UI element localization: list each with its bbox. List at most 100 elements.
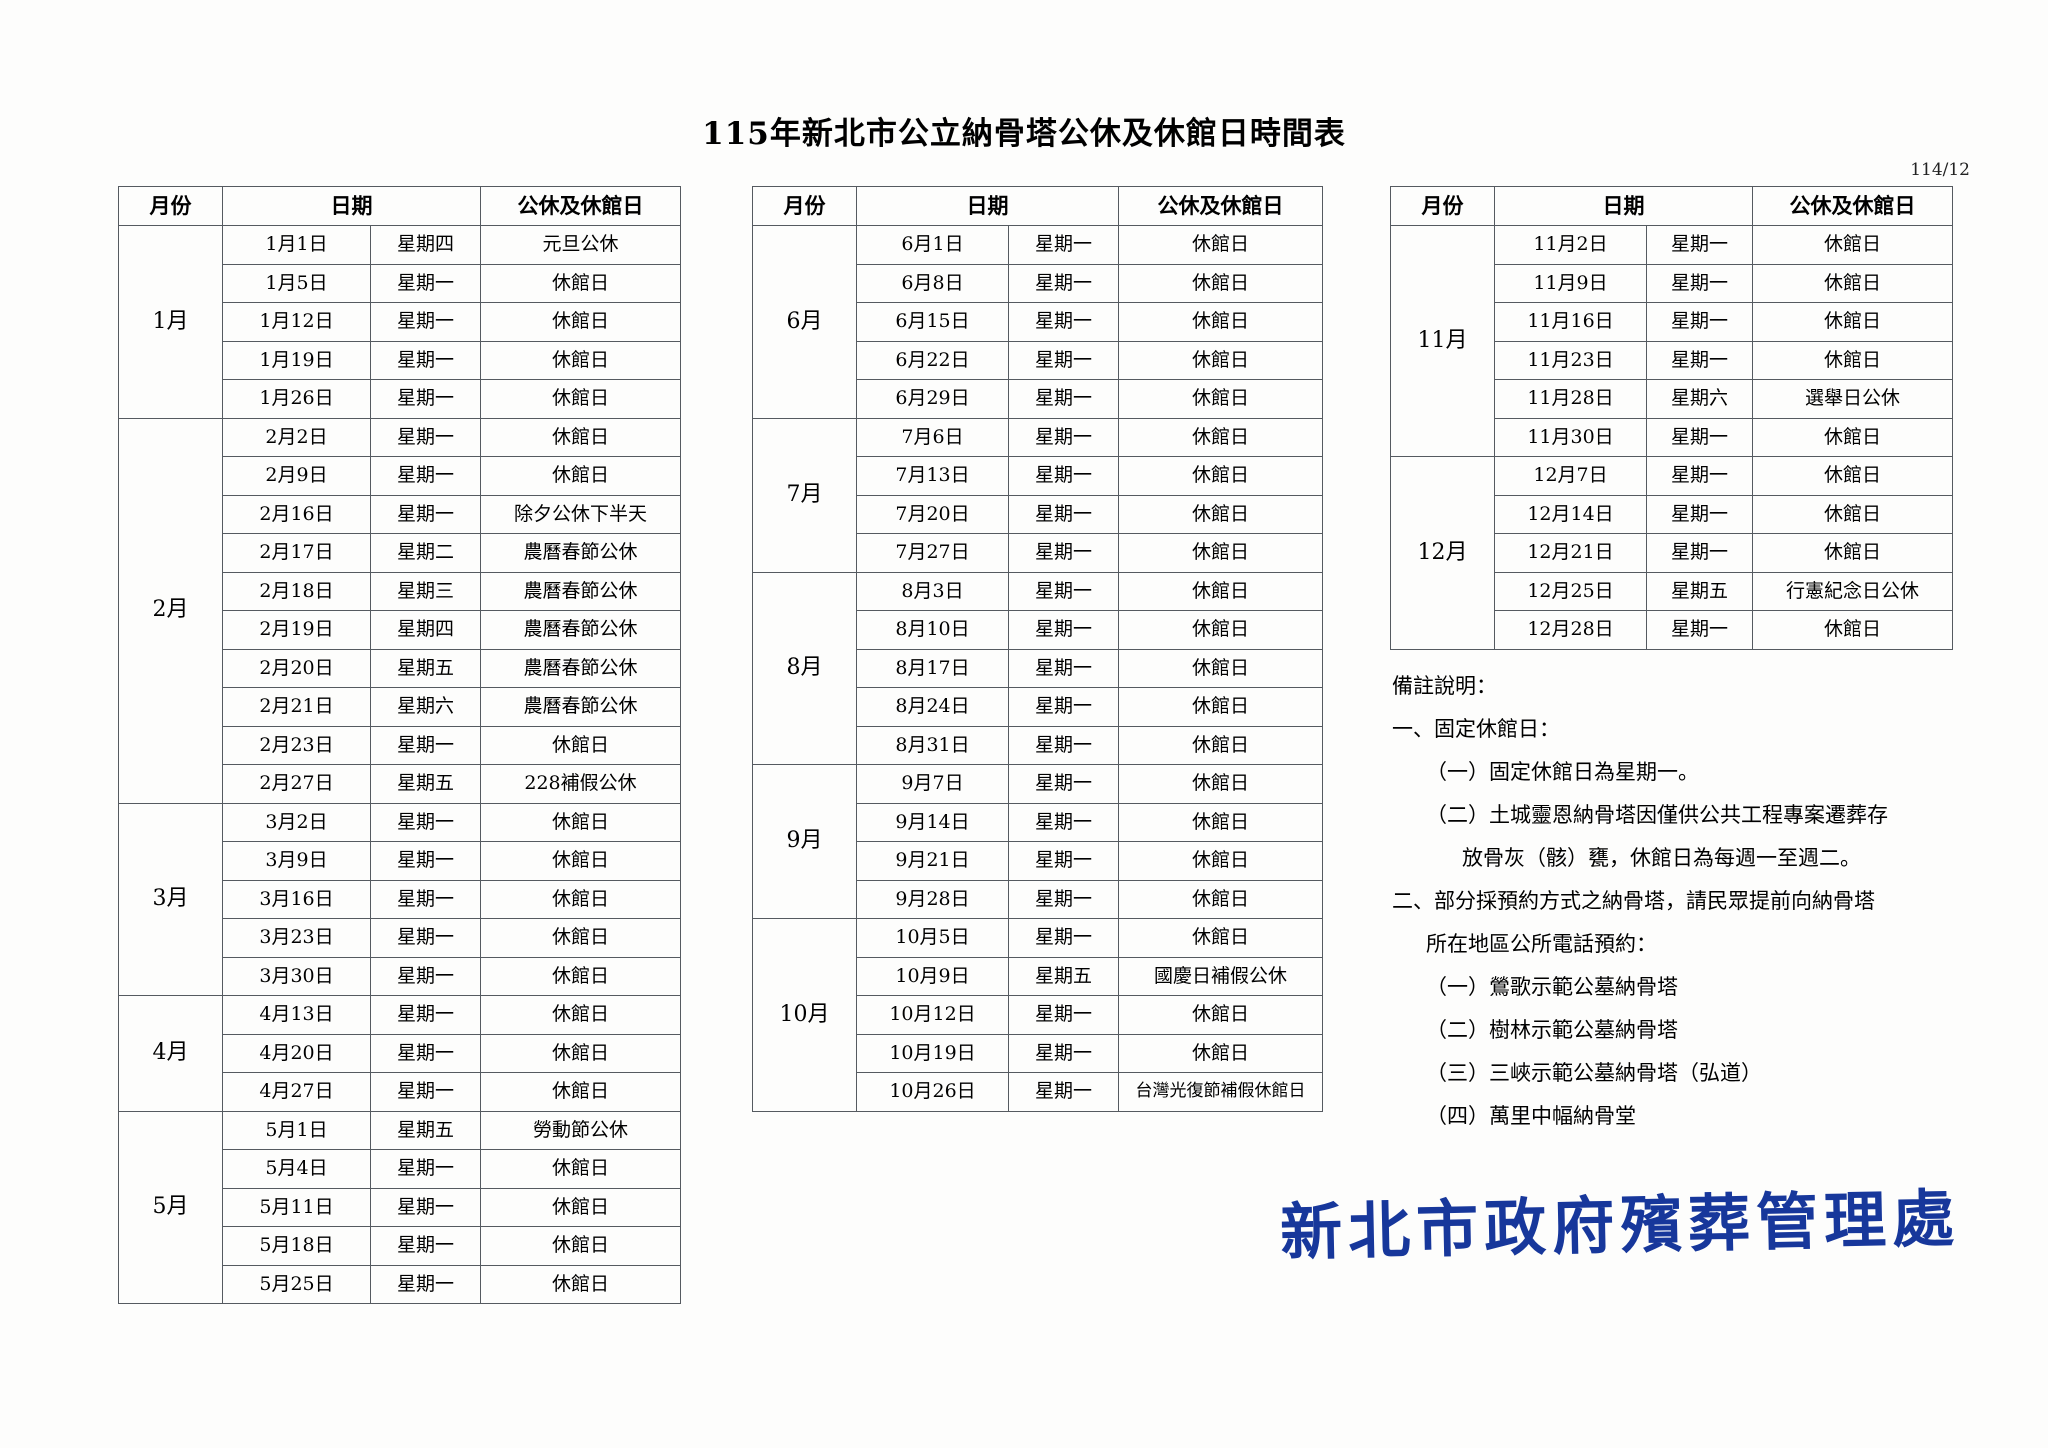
- weekday-cell: 星期六: [370, 687, 481, 727]
- date-cell: 2月2日: [222, 417, 371, 457]
- description-cell: 休館日: [1118, 302, 1323, 342]
- note-line: （二）土城靈恩納骨塔因僅供公共工程專案遷葬存: [1426, 803, 1888, 828]
- table-row: 2月16日 星期一 除夕公休下半天: [119, 494, 681, 534]
- schedule-table-1: 月份 日期 公休及休館日 1月 1月1日 星期四 元旦公休 1月5日 星期一 休館日 1月12…: [118, 186, 681, 1304]
- weekday-cell: 星期一: [1008, 648, 1119, 688]
- table-header-row: 月份 日期 公休及休館日: [752, 186, 1323, 226]
- table-row: 11月28日 星期六 選舉日公休: [1391, 379, 1953, 419]
- header-description: 公休及休館日: [1118, 186, 1323, 226]
- weekday-cell: 星期五: [1646, 571, 1753, 611]
- note-line: 二、部分採預約方式之納骨塔，請民眾提前向納骨塔: [1392, 889, 1875, 914]
- table-row: 11月23日 星期一 休館日: [1391, 340, 1953, 380]
- month-cell: 10月: [752, 918, 857, 1112]
- table-row: 11月30日 星期一 休館日: [1391, 417, 1953, 457]
- weekday-cell: 星期一: [1008, 533, 1119, 573]
- table-row: 1月 1月1日 星期四 元旦公休: [118, 225, 681, 419]
- weekday-cell: 星期一: [370, 1187, 481, 1227]
- description-cell: 休館日: [480, 841, 681, 881]
- date-cell: 9月28日: [856, 879, 1009, 919]
- schedule-table-2: 月份 日期 公休及休館日 6月 6月1日 星期一 休館日 6月8日 星期一 休館日 6月15日…: [752, 186, 1323, 1112]
- weekday-cell: 星期五: [1008, 956, 1119, 996]
- description-cell: 休館日: [1118, 764, 1323, 804]
- table-row: 2月18日 星期三 農曆春節公休: [119, 571, 681, 611]
- table-row: 2月19日 星期四 農曆春節公休: [119, 610, 681, 650]
- weekday-cell: 星期一: [370, 1072, 481, 1112]
- agency-signature: 新北市政府殯葬管理處: [1279, 1181, 1961, 1270]
- date-cell: 1月12日: [222, 302, 371, 342]
- month-cell: 5月: [118, 1110, 223, 1304]
- weekday-cell: 星期五: [370, 764, 481, 804]
- description-cell: 休館日: [480, 417, 681, 457]
- date-cell: 7月27日: [856, 533, 1009, 573]
- date-cell: 8月3日: [856, 571, 1009, 611]
- table-row: 2月9日 星期一 休館日: [119, 456, 681, 496]
- date-cell: 8月24日: [856, 687, 1009, 727]
- table-row: 4月20日 星期一 休館日: [119, 1033, 681, 1073]
- table-row: 9月14日 星期一 休館日: [753, 802, 1323, 842]
- description-cell: 228補假公休: [480, 764, 681, 804]
- date-cell: 11月28日: [1494, 379, 1647, 419]
- description-cell: 農曆春節公休: [480, 571, 681, 611]
- table-row: 11月 11月2日 星期一 休館日: [1390, 225, 1953, 457]
- description-cell: 休館日: [1118, 802, 1323, 842]
- table-row: 3月23日 星期一 休館日: [119, 918, 681, 958]
- date-cell: 2月17日: [222, 533, 371, 573]
- description-cell: 休館日: [1118, 417, 1323, 457]
- description-cell: 農曆春節公休: [480, 687, 681, 727]
- weekday-cell: 星期一: [1008, 302, 1119, 342]
- weekday-cell: 星期四: [370, 225, 481, 265]
- weekday-cell: 星期一: [1008, 918, 1119, 958]
- weekday-cell: 星期一: [370, 725, 481, 765]
- month-cell: 1月: [118, 225, 223, 419]
- description-cell: 元旦公休: [480, 225, 681, 265]
- date-cell: 10月12日: [856, 995, 1009, 1035]
- month-cell: 4月: [118, 995, 223, 1112]
- date-cell: 11月30日: [1494, 417, 1647, 457]
- month-cell: 7月: [752, 417, 857, 573]
- weekday-cell: 星期五: [370, 1110, 481, 1150]
- table-row: 9月21日 星期一 休館日: [753, 841, 1323, 881]
- table-row: 8月24日 星期一 休館日: [753, 687, 1323, 727]
- description-cell: 休館日: [1118, 225, 1323, 265]
- table-row: 1月12日 星期一 休館日: [119, 302, 681, 342]
- notes-heading: 備註說明：: [1392, 674, 1497, 698]
- date-cell: 5月1日: [222, 1110, 371, 1150]
- weekday-cell: 星期一: [370, 379, 481, 419]
- note-line: （四）萬里中幅納骨堂: [1426, 1104, 1636, 1129]
- weekday-cell: 星期一: [1008, 610, 1119, 650]
- date-cell: 4月27日: [222, 1072, 371, 1112]
- description-cell: 休館日: [480, 956, 681, 996]
- table-row: 10月 10月5日 星期一 休館日: [752, 918, 1323, 1112]
- date-cell: 6月15日: [856, 302, 1009, 342]
- note-line: 所在地區公所電話預約：: [1426, 932, 1657, 957]
- table-row: 10月26日 星期一 台灣光復節補假休館日: [753, 1072, 1323, 1112]
- description-cell: 休館日: [480, 263, 681, 303]
- weekday-cell: 星期六: [1646, 379, 1753, 419]
- table-row: 11月9日 星期一 休館日: [1391, 263, 1953, 303]
- date-cell: 7月20日: [856, 494, 1009, 534]
- weekday-cell: 星期五: [370, 648, 481, 688]
- table-row: 1月19日 星期一 休館日: [119, 340, 681, 380]
- date-cell: 5月11日: [222, 1187, 371, 1227]
- header-date: 日期: [1494, 186, 1753, 226]
- note-line: 放骨灰（骸）甕，休館日為每週一至週二。: [1462, 846, 1861, 871]
- date-cell: 2月20日: [222, 648, 371, 688]
- weekday-cell: 星期一: [370, 417, 481, 457]
- weekday-cell: 星期一: [1008, 1033, 1119, 1073]
- description-cell: 休館日: [480, 379, 681, 419]
- date-cell: 5月25日: [222, 1264, 371, 1304]
- weekday-cell: 星期一: [370, 995, 481, 1035]
- weekday-cell: 星期一: [1646, 533, 1753, 573]
- weekday-cell: 星期一: [370, 956, 481, 996]
- date-cell: 1月5日: [222, 263, 371, 303]
- weekday-cell: 星期一: [1008, 225, 1119, 265]
- description-cell: 休館日: [480, 1187, 681, 1227]
- weekday-cell: 星期一: [1008, 802, 1119, 842]
- description-cell: 休館日: [480, 725, 681, 765]
- description-cell: 休館日: [1118, 379, 1323, 419]
- description-cell: 休館日: [1752, 456, 1953, 496]
- description-cell: 休館日: [1752, 533, 1953, 573]
- month-cell: 9月: [752, 764, 857, 919]
- description-cell: 休館日: [480, 802, 681, 842]
